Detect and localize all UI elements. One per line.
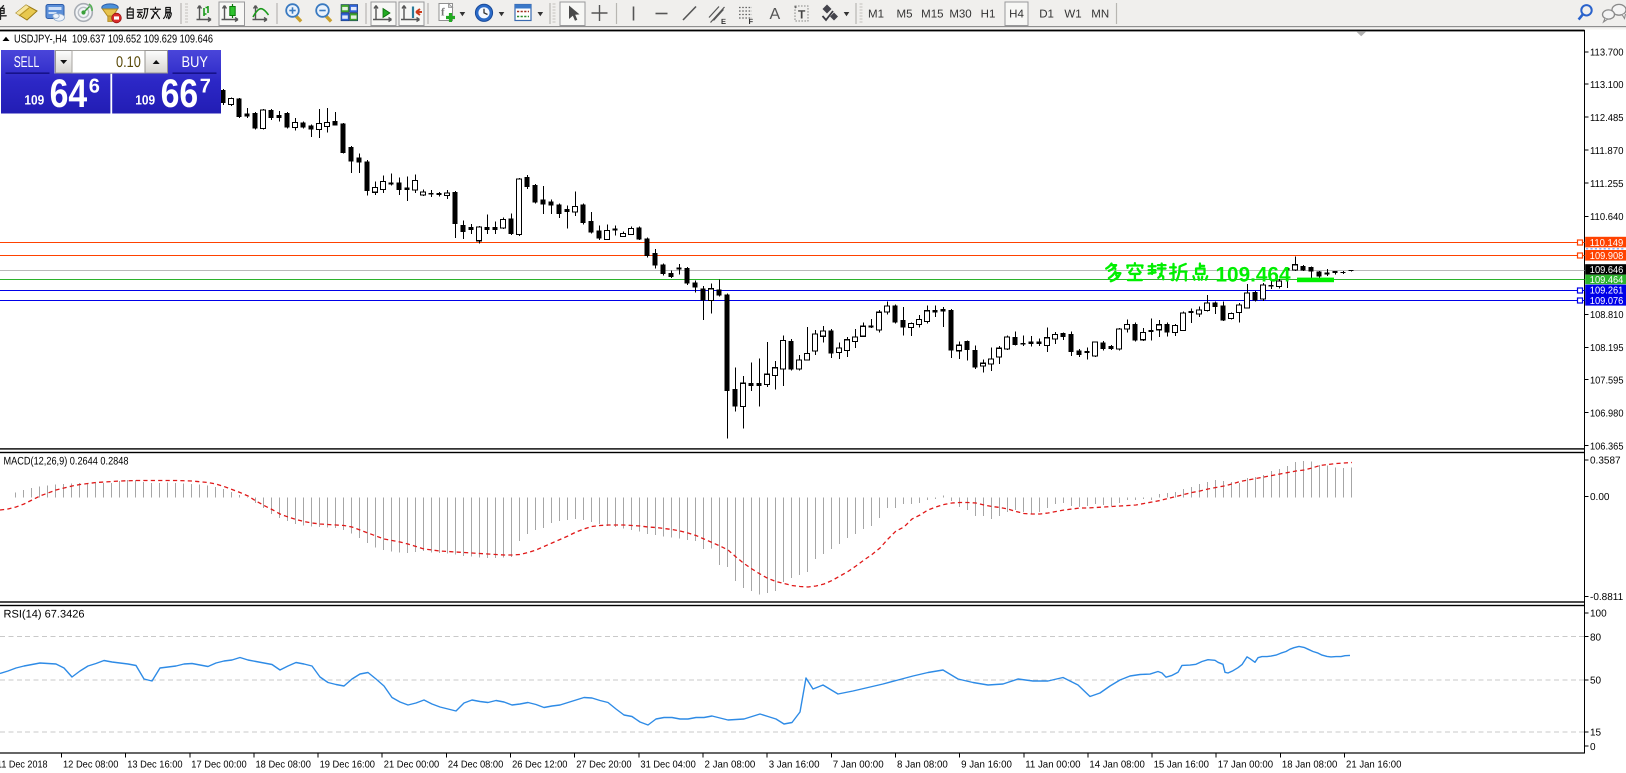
- svg-text:110.640: 110.640: [1590, 212, 1624, 223]
- svg-text:0: 0: [1590, 742, 1596, 753]
- svg-text:6: 6: [89, 75, 100, 97]
- svg-text:15 Jan 16:00: 15 Jan 16:00: [1154, 760, 1210, 771]
- svg-text:18 Jan 08:00: 18 Jan 08:00: [1282, 760, 1338, 771]
- svg-text:112.485: 112.485: [1590, 113, 1624, 124]
- svg-text:109: 109: [135, 92, 155, 107]
- svg-text:14 Jan 08:00: 14 Jan 08:00: [1089, 760, 1145, 771]
- svg-text:113.700: 113.700: [1590, 48, 1624, 59]
- svg-text:109: 109: [24, 92, 44, 107]
- svg-text:BUY: BUY: [182, 54, 208, 71]
- svg-text:108.810: 108.810: [1590, 310, 1624, 321]
- svg-text:0.00: 0.00: [1590, 492, 1610, 503]
- svg-text:0.10: 0.10: [116, 54, 141, 71]
- svg-text:0.3587: 0.3587: [1590, 456, 1621, 467]
- svg-text:MACD(12,26,9) 0.2644 0.2848: MACD(12,26,9) 0.2644 0.2848: [4, 455, 129, 467]
- svg-text:f: f: [441, 7, 445, 19]
- svg-text:2 Jan 08:00: 2 Jan 08:00: [705, 760, 756, 771]
- svg-text:18 Dec 08:00: 18 Dec 08:00: [256, 760, 312, 771]
- svg-text:66: 66: [161, 72, 199, 116]
- svg-text:M15: M15: [921, 9, 943, 21]
- svg-text:17 Dec 00:00: 17 Dec 00:00: [191, 760, 247, 771]
- svg-text:109.261: 109.261: [1590, 286, 1624, 297]
- svg-text:106.365: 106.365: [1590, 441, 1624, 452]
- svg-text:17 Jan 00:00: 17 Jan 00:00: [1218, 760, 1274, 771]
- svg-text:H1: H1: [981, 9, 996, 21]
- svg-text:109.464: 109.464: [1590, 275, 1624, 286]
- svg-text:27 Dec 20:00: 27 Dec 20:00: [576, 760, 632, 771]
- svg-text:109.646: 109.646: [1590, 265, 1624, 276]
- svg-text:15: 15: [1590, 728, 1602, 739]
- svg-text:111.255: 111.255: [1590, 179, 1624, 190]
- svg-text:T: T: [798, 8, 806, 22]
- svg-text:9 Jan 16:00: 9 Jan 16:00: [961, 760, 1012, 771]
- svg-text:3 Jan 16:00: 3 Jan 16:00: [769, 760, 820, 771]
- svg-text:113.100: 113.100: [1590, 80, 1624, 91]
- svg-text:M5: M5: [897, 9, 913, 21]
- svg-text:E: E: [721, 17, 726, 26]
- svg-text:RSI(14) 67.3426: RSI(14) 67.3426: [4, 609, 85, 621]
- svg-text:31 Dec 04:00: 31 Dec 04:00: [640, 760, 696, 771]
- svg-text:8 Jan 08:00: 8 Jan 08:00: [897, 760, 948, 771]
- svg-text:109.908: 109.908: [1590, 251, 1624, 262]
- svg-text:109.076: 109.076: [1590, 296, 1624, 307]
- svg-text:111.870: 111.870: [1590, 146, 1624, 157]
- svg-text:26 Dec 12:00: 26 Dec 12:00: [512, 760, 568, 771]
- svg-text:80: 80: [1590, 632, 1602, 643]
- svg-text:50: 50: [1590, 676, 1602, 687]
- svg-text:12 Dec 08:00: 12 Dec 08:00: [63, 760, 119, 771]
- svg-text:106.980: 106.980: [1590, 408, 1624, 419]
- svg-text:110.149: 110.149: [1590, 238, 1624, 249]
- svg-text:19 Dec 16:00: 19 Dec 16:00: [320, 760, 376, 771]
- svg-text:64: 64: [50, 72, 88, 116]
- svg-text:H4: H4: [1009, 9, 1024, 21]
- svg-text:MN: MN: [1091, 9, 1109, 21]
- svg-text:100: 100: [1590, 609, 1607, 620]
- svg-text:-0.8811: -0.8811: [1590, 592, 1624, 603]
- svg-text:7 Jan 00:00: 7 Jan 00:00: [833, 760, 884, 771]
- svg-text:11 Dec 2018: 11 Dec 2018: [0, 760, 48, 771]
- svg-text:M30: M30: [949, 9, 971, 21]
- svg-text:107.595: 107.595: [1590, 375, 1624, 386]
- svg-text:W1: W1: [1064, 9, 1081, 21]
- svg-text:13 Dec 16:00: 13 Dec 16:00: [127, 760, 183, 771]
- svg-text:24 Dec 08:00: 24 Dec 08:00: [448, 760, 504, 771]
- svg-text:D1: D1: [1039, 9, 1054, 21]
- svg-text:USDJPY-,H4 109.637 109.652 10: USDJPY-,H4 109.637 109.652 109.629 109.6…: [14, 34, 213, 46]
- svg-text:11 Jan 00:00: 11 Jan 00:00: [1025, 760, 1081, 771]
- svg-text:M1: M1: [868, 9, 884, 21]
- svg-text:21 Jan 16:00: 21 Jan 16:00: [1346, 760, 1402, 771]
- svg-text:108.195: 108.195: [1590, 343, 1624, 354]
- svg-text:A: A: [770, 6, 781, 23]
- svg-text:21 Dec 00:00: 21 Dec 00:00: [384, 760, 440, 771]
- svg-text:109.464: 109.464: [1216, 264, 1291, 287]
- svg-text:F: F: [749, 17, 754, 26]
- svg-text:7: 7: [200, 75, 211, 97]
- svg-text:SELL: SELL: [14, 54, 40, 71]
